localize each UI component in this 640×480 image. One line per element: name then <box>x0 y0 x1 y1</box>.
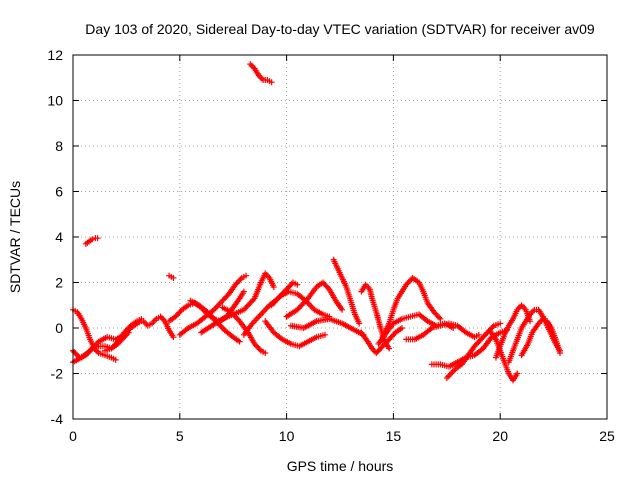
series-arc-12 <box>219 304 269 357</box>
x-tick-label: 25 <box>599 428 615 444</box>
data-point <box>262 350 269 357</box>
data-point <box>557 350 564 357</box>
data-point <box>436 314 443 321</box>
y-tick-label: -4 <box>51 411 64 427</box>
data-point <box>322 331 329 338</box>
data-point <box>386 345 393 352</box>
y-tick-label: 2 <box>55 275 63 291</box>
chart-title: Day 103 of 2020, Sidereal Day-to-day VTE… <box>85 21 595 37</box>
x-axis-label: GPS time / hours <box>287 458 394 474</box>
y-axis-label: SDTVAR / TECUs <box>7 181 23 293</box>
y-tick-labels: -4 -2 0 2 4 6 8 10 12 <box>47 47 63 427</box>
series-arc-21 <box>358 325 405 357</box>
y-tick-label: 10 <box>47 93 63 109</box>
series-arc-18 <box>330 256 363 327</box>
data-point <box>240 288 247 295</box>
y-tick-label: 6 <box>55 184 63 200</box>
data-point <box>236 338 243 345</box>
data-point <box>339 306 346 313</box>
series-arc-26 <box>443 320 504 382</box>
x-tick-label: 20 <box>492 428 508 444</box>
x-tick-label: 15 <box>386 428 402 444</box>
x-tick-label: 5 <box>176 428 184 444</box>
data-point <box>398 325 405 331</box>
series-arc-06 <box>140 313 177 341</box>
series-arc-24 <box>403 320 482 343</box>
data-point <box>497 320 504 327</box>
y-tick-label: -2 <box>51 366 64 382</box>
data-point <box>256 346 263 353</box>
data-point <box>489 324 496 331</box>
data-point <box>514 370 521 377</box>
x-tick-label: 10 <box>279 428 295 444</box>
series-arc-07 <box>166 272 177 281</box>
axis-ticks <box>72 54 608 420</box>
data-point <box>270 284 277 291</box>
series-arc-30 <box>518 315 564 359</box>
series-arc-05 <box>82 235 101 247</box>
x-tick-labels: 0 5 10 15 20 25 <box>69 428 615 444</box>
data-point <box>243 272 250 279</box>
data-point <box>237 276 244 283</box>
data-point <box>89 236 96 243</box>
data-point <box>112 356 119 363</box>
series-arc-15 <box>262 318 329 350</box>
data-point <box>268 79 275 86</box>
data-point <box>170 334 177 341</box>
data-points <box>70 61 564 384</box>
series-arc-13 <box>247 61 275 86</box>
data-point <box>94 235 101 242</box>
data-point <box>170 274 177 281</box>
series-arc-17 <box>283 279 346 320</box>
series-arc-28 <box>492 302 534 361</box>
data-point <box>294 281 301 288</box>
y-tick-label: 12 <box>47 47 63 63</box>
x-tick-label: 0 <box>69 428 77 444</box>
data-point <box>475 331 482 338</box>
data-point <box>437 315 444 322</box>
y-tick-label: 8 <box>55 138 63 154</box>
y-tick-label: 0 <box>55 320 63 336</box>
data-point <box>356 320 363 327</box>
grid-lines <box>73 55 607 419</box>
y-tick-label: 4 <box>55 229 63 245</box>
